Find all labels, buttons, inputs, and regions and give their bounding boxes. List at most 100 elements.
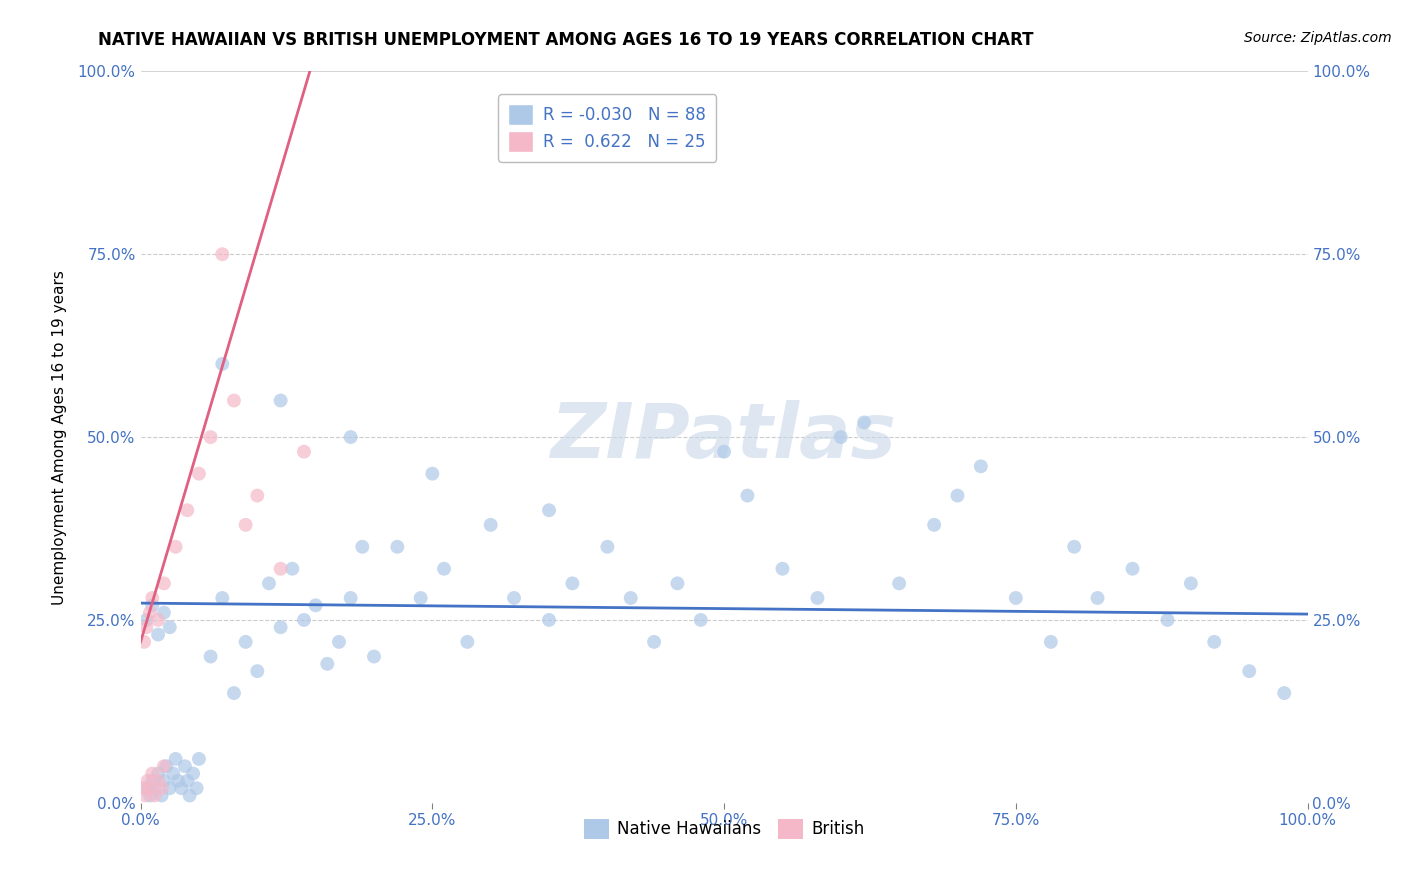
Point	[328, 635, 350, 649]
Point	[305, 599, 328, 613]
Point	[176, 773, 198, 788]
Point	[889, 576, 911, 591]
Point	[146, 613, 169, 627]
Point	[141, 591, 163, 605]
Point	[159, 781, 181, 796]
Point	[339, 591, 361, 605]
Point	[479, 517, 502, 532]
Point	[134, 789, 156, 803]
Point	[174, 759, 197, 773]
Point	[211, 247, 233, 261]
Point	[257, 576, 280, 591]
Point	[146, 773, 169, 788]
Point	[281, 562, 304, 576]
Point	[1039, 635, 1062, 649]
Point	[135, 781, 157, 796]
Point	[946, 489, 969, 503]
Point	[1239, 664, 1261, 678]
Point	[737, 489, 759, 503]
Point	[292, 613, 315, 627]
Point	[200, 430, 222, 444]
Point	[132, 781, 155, 796]
Point	[211, 591, 233, 605]
Point	[136, 773, 159, 788]
Point	[150, 789, 173, 803]
Point	[150, 781, 173, 796]
Point	[222, 686, 245, 700]
Point	[830, 430, 852, 444]
Point	[1087, 591, 1109, 605]
Point	[135, 620, 157, 634]
Point	[1272, 686, 1295, 700]
Point	[456, 635, 478, 649]
Point	[1122, 562, 1144, 576]
Point	[139, 606, 162, 620]
Point	[179, 789, 201, 803]
Point	[143, 781, 166, 796]
Point	[188, 752, 211, 766]
Point	[806, 591, 828, 605]
Point	[409, 591, 432, 605]
Point	[352, 540, 374, 554]
Point	[1180, 576, 1202, 591]
Point	[422, 467, 444, 481]
Point	[1204, 635, 1226, 649]
Point	[186, 781, 208, 796]
Point	[153, 606, 176, 620]
Point	[153, 759, 176, 773]
Point	[270, 393, 292, 408]
Point	[153, 576, 176, 591]
Point	[222, 393, 245, 408]
Point	[235, 635, 257, 649]
Point	[339, 430, 361, 444]
Point	[713, 444, 735, 458]
Point	[139, 781, 162, 796]
Point	[246, 664, 269, 678]
Point	[170, 781, 193, 796]
Point	[132, 635, 155, 649]
Point	[246, 489, 269, 503]
Point	[135, 613, 157, 627]
Point	[235, 517, 257, 532]
Point	[200, 649, 222, 664]
Point	[141, 773, 163, 788]
Point	[292, 444, 315, 458]
Point	[970, 459, 993, 474]
Point	[1005, 591, 1028, 605]
Point	[1063, 540, 1085, 554]
Point	[503, 591, 526, 605]
Point	[316, 657, 339, 671]
Point	[666, 576, 689, 591]
Point	[159, 620, 181, 634]
Point	[141, 599, 163, 613]
Point	[211, 357, 233, 371]
Point	[853, 416, 876, 430]
Point	[165, 752, 187, 766]
Point	[689, 613, 711, 627]
Point	[1156, 613, 1178, 627]
Point	[165, 540, 187, 554]
Point	[153, 773, 176, 788]
Point	[537, 503, 560, 517]
Text: ZIPatlas: ZIPatlas	[551, 401, 897, 474]
Point	[433, 562, 456, 576]
Point	[167, 773, 190, 788]
Point	[188, 467, 211, 481]
Point	[620, 591, 643, 605]
Point	[561, 576, 583, 591]
Point	[922, 517, 945, 532]
Point	[155, 759, 177, 773]
Legend: Native Hawaiians, British: Native Hawaiians, British	[576, 812, 872, 846]
Point	[363, 649, 385, 664]
Y-axis label: Unemployment Among Ages 16 to 19 years: Unemployment Among Ages 16 to 19 years	[52, 269, 66, 605]
Point	[387, 540, 409, 554]
Point	[537, 613, 560, 627]
Point	[772, 562, 794, 576]
Text: Source: ZipAtlas.com: Source: ZipAtlas.com	[1244, 31, 1392, 45]
Point	[141, 766, 163, 780]
Text: NATIVE HAWAIIAN VS BRITISH UNEMPLOYMENT AMONG AGES 16 TO 19 YEARS CORRELATION CH: NATIVE HAWAIIAN VS BRITISH UNEMPLOYMENT …	[98, 31, 1033, 49]
Point	[270, 562, 292, 576]
Point	[146, 627, 169, 641]
Point	[146, 766, 169, 780]
Point	[270, 620, 292, 634]
